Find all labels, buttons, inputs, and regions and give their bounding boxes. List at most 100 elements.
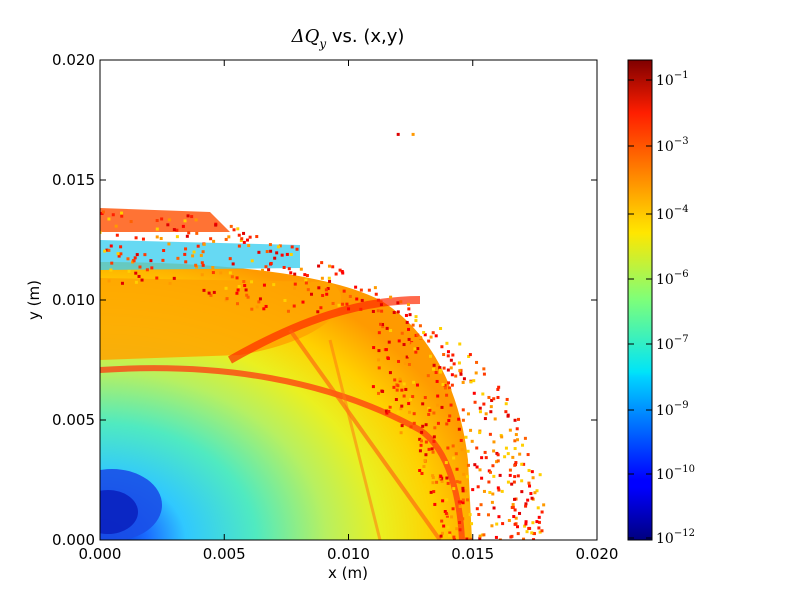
- scatter-point: [235, 276, 239, 280]
- scatter-point: [481, 392, 485, 396]
- scatter-point: [450, 383, 454, 387]
- scatter-point: [337, 303, 341, 307]
- scatter-point: [258, 297, 262, 301]
- scatter-point: [482, 533, 486, 537]
- scatter-point: [135, 253, 139, 257]
- scatter-point: [376, 309, 380, 313]
- scatter-point: [317, 286, 321, 290]
- scatter-point: [450, 515, 454, 519]
- scatter-point: [487, 395, 491, 399]
- scatter-point: [402, 394, 406, 398]
- scatter-point: [141, 237, 145, 241]
- scatter-point: [110, 261, 114, 265]
- scatter-point: [446, 350, 450, 354]
- scatter-point: [385, 326, 389, 330]
- scatter-point: [379, 302, 383, 306]
- scatter-point: [439, 368, 443, 372]
- scatter-point: [377, 349, 381, 353]
- scatter-point: [484, 456, 488, 460]
- scatter-point: [516, 417, 520, 421]
- scatter-point: [497, 385, 501, 389]
- scatter-point: [471, 488, 475, 492]
- scatter-point: [397, 359, 401, 363]
- scatter-point: [440, 531, 444, 535]
- scatter-point: [405, 320, 409, 324]
- scatter-point: [427, 406, 431, 410]
- scatter-point: [393, 378, 397, 382]
- scatter-point: [306, 288, 310, 292]
- scatter-point: [109, 268, 113, 272]
- scatter-point: [316, 310, 320, 314]
- scatter-point: [320, 276, 324, 280]
- scatter-point: [432, 363, 436, 367]
- scatter-point: [305, 274, 309, 278]
- scatter-point: [537, 515, 541, 519]
- resonance-diag: [288, 328, 442, 540]
- scatter-point: [429, 335, 433, 339]
- scatter-point: [404, 387, 408, 391]
- scatter-point: [508, 428, 512, 432]
- scatter-point: [224, 237, 228, 241]
- scatter-point: [506, 413, 510, 417]
- scatter-point: [400, 388, 404, 392]
- scatter-point: [513, 447, 517, 451]
- scatter-point: [504, 446, 508, 450]
- scatter-point: [451, 507, 455, 511]
- scatter-point: [384, 409, 388, 413]
- data-layer: [100, 132, 546, 540]
- colorbar-tick-label: 10−1: [656, 70, 689, 89]
- scatter-point: [134, 280, 138, 284]
- scatter-point: [219, 271, 223, 275]
- scatter-point: [248, 235, 252, 239]
- scatter-point: [143, 253, 147, 257]
- y-tick-label: 0.005: [52, 411, 95, 429]
- scatter-point: [461, 486, 465, 490]
- scatter-point: [475, 465, 479, 469]
- scatter-point: [245, 293, 249, 297]
- scatter-point: [449, 358, 453, 362]
- scatter-point: [529, 492, 533, 496]
- scatter-point: [500, 489, 504, 493]
- scatter-point: [269, 249, 273, 253]
- scatter-point: [451, 353, 455, 357]
- scatter-point: [513, 475, 517, 479]
- scatter-point: [246, 295, 250, 299]
- scatter-point: [452, 538, 456, 540]
- scatter-point: [321, 294, 325, 298]
- x-tick-label: 0.010: [327, 545, 370, 563]
- scatter-point: [395, 388, 399, 392]
- scatter-point: [394, 398, 398, 402]
- scatter-point: [500, 435, 504, 439]
- scatter-point: [386, 357, 390, 361]
- scatter-point: [461, 501, 465, 505]
- scatter-point: [286, 309, 290, 313]
- scatter-point: [531, 476, 535, 480]
- scatter-point: [533, 491, 537, 495]
- scatter-point: [162, 249, 166, 253]
- scatter-point: [514, 461, 518, 465]
- scatter-point: [191, 254, 195, 258]
- scatter-point: [183, 219, 187, 223]
- scatter-point: [526, 498, 530, 502]
- scatter-point: [228, 271, 232, 275]
- scatter-point: [236, 227, 240, 231]
- scatter-point: [359, 307, 363, 311]
- scatter-point: [257, 300, 261, 304]
- scatter-point: [199, 253, 203, 257]
- scatter-point: [237, 284, 241, 288]
- scatter-point: [166, 223, 170, 227]
- scatter-point: [327, 264, 331, 268]
- scatter-point: [472, 379, 476, 383]
- scatter-point: [360, 298, 364, 302]
- scatter-point: [414, 319, 418, 323]
- scatter-point: [514, 433, 518, 437]
- scatter-point: [224, 286, 228, 290]
- scatter-point: [461, 489, 465, 493]
- scatter-point: [445, 341, 449, 345]
- scatter-point: [535, 489, 539, 493]
- scatter-point: [132, 259, 136, 263]
- scatter-point: [440, 345, 444, 349]
- scatter-point: [175, 235, 179, 239]
- scatter-point: [415, 383, 419, 387]
- scatter-point: [400, 424, 404, 428]
